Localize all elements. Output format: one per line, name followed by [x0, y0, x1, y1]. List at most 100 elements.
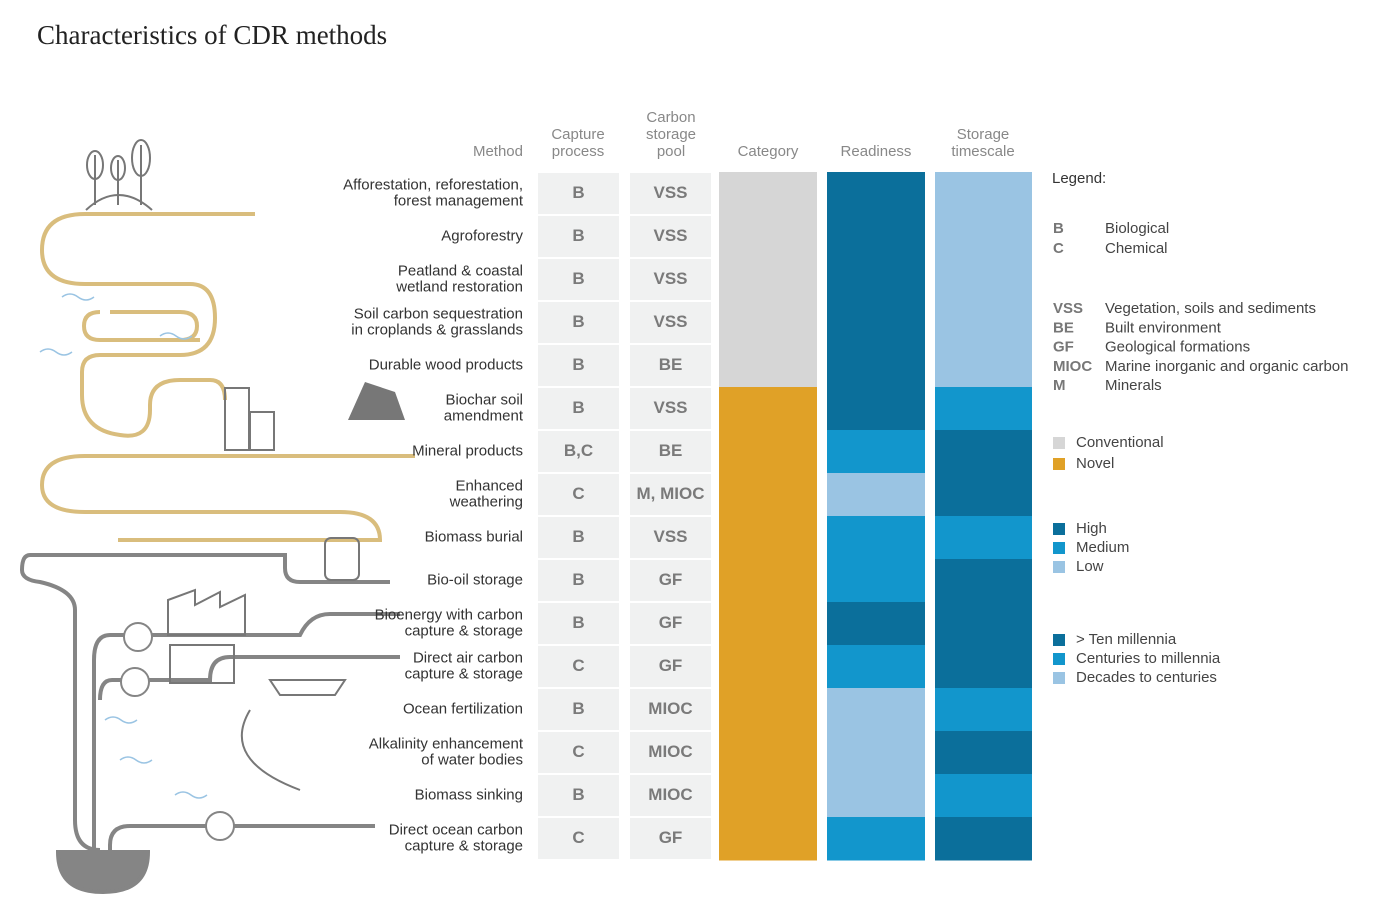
pool-code: MIOC	[648, 785, 692, 804]
pool-cell	[630, 431, 711, 472]
legend-swatch	[1053, 634, 1065, 646]
capture-code: B	[572, 355, 584, 374]
pool-code: BE	[659, 441, 683, 460]
capture-cell	[538, 818, 619, 859]
capture-code: C	[572, 828, 584, 847]
pool-cell	[630, 173, 711, 214]
legend-swatch	[1053, 561, 1065, 573]
capture-cell	[538, 732, 619, 773]
legend-label: Centuries to millennia	[1076, 650, 1221, 667]
method-label: capture & storage	[405, 622, 523, 639]
legend-code: M	[1053, 377, 1066, 394]
readiness-cell	[827, 258, 925, 302]
column-header: pool	[657, 143, 685, 160]
legend-label: Built environment	[1105, 319, 1222, 336]
legend-label: Chemical	[1105, 240, 1168, 257]
legend-code: C	[1053, 240, 1064, 257]
readiness-cell	[827, 688, 925, 732]
capture-code: B	[572, 226, 584, 245]
capture-cell	[538, 259, 619, 300]
pool-code: VSS	[653, 312, 687, 331]
pool-code: VSS	[653, 527, 687, 546]
capture-code: B	[572, 269, 584, 288]
capture-code: B	[572, 699, 584, 718]
method-label: Mineral products	[412, 442, 523, 459]
capture-code: C	[572, 656, 584, 675]
legend-label: Geological formations	[1105, 339, 1250, 356]
readiness-cell	[827, 602, 925, 646]
legend-label: Biological	[1105, 220, 1169, 237]
storage-cell	[935, 817, 1032, 861]
legend-code: GF	[1053, 339, 1074, 356]
method-label: Biomass sinking	[415, 786, 523, 803]
pool-code: GF	[659, 656, 683, 675]
capture-cell	[538, 474, 619, 515]
category-cell	[719, 430, 817, 474]
category-cell	[719, 602, 817, 646]
readiness-cell	[827, 430, 925, 474]
category-cell	[719, 473, 817, 517]
method-label: Enhanced	[455, 477, 523, 494]
capture-cell	[538, 431, 619, 472]
readiness-cell	[827, 344, 925, 388]
capture-code: C	[572, 484, 584, 503]
pool-cell	[630, 775, 711, 816]
pool-code: GF	[659, 828, 683, 847]
capture-code: B	[572, 785, 584, 804]
storage-cell	[935, 430, 1032, 474]
method-label: Agroforestry	[441, 227, 523, 244]
pool-cell	[630, 517, 711, 558]
storage-cell	[935, 344, 1032, 388]
method-label: Afforestation, reforestation,	[343, 176, 523, 193]
legend-label: Minerals	[1105, 377, 1162, 394]
column-header: storage	[646, 126, 696, 143]
method-label: Ocean fertilization	[403, 700, 523, 717]
method-label: weathering	[449, 493, 523, 510]
readiness-cell	[827, 473, 925, 517]
column-header: Readiness	[841, 143, 912, 160]
capture-cell	[538, 388, 619, 429]
pool-cell	[630, 474, 711, 515]
capture-cell	[538, 689, 619, 730]
capture-cell	[538, 646, 619, 687]
category-cell	[719, 645, 817, 689]
capture-code: B	[572, 570, 584, 589]
pool-code: VSS	[653, 269, 687, 288]
category-cell	[719, 172, 817, 216]
legend-title: Legend:	[1052, 170, 1106, 187]
storage-cell	[935, 215, 1032, 259]
capture-cell	[538, 517, 619, 558]
pool-cell	[630, 818, 711, 859]
readiness-cell	[827, 301, 925, 345]
capture-cell	[538, 173, 619, 214]
legend-swatch	[1053, 672, 1065, 684]
legend-swatch	[1053, 542, 1065, 554]
method-label: Alkalinity enhancement	[369, 735, 524, 752]
pool-cell	[630, 646, 711, 687]
category-cell	[719, 258, 817, 302]
capture-code: B	[572, 613, 584, 632]
capture-code: B	[572, 527, 584, 546]
pool-code: VSS	[653, 226, 687, 245]
readiness-cell	[827, 731, 925, 775]
legend-swatch	[1053, 458, 1065, 470]
capture-code: B,C	[564, 441, 593, 460]
method-label: forest management	[394, 192, 524, 209]
legend-label: Conventional	[1076, 434, 1164, 451]
method-label: Bio-oil storage	[427, 571, 523, 588]
legend-code: BE	[1053, 319, 1074, 336]
category-cell	[719, 731, 817, 775]
readiness-cell	[827, 559, 925, 603]
pool-cell	[630, 345, 711, 386]
category-cell	[719, 559, 817, 603]
pool-cell	[630, 732, 711, 773]
category-cell	[719, 387, 817, 431]
storage-cell	[935, 602, 1032, 646]
method-label: capture & storage	[405, 837, 523, 854]
pool-cell	[630, 216, 711, 257]
category-cell	[719, 516, 817, 560]
method-label: Bioenergy with carbon	[375, 606, 523, 623]
storage-cell	[935, 731, 1032, 775]
